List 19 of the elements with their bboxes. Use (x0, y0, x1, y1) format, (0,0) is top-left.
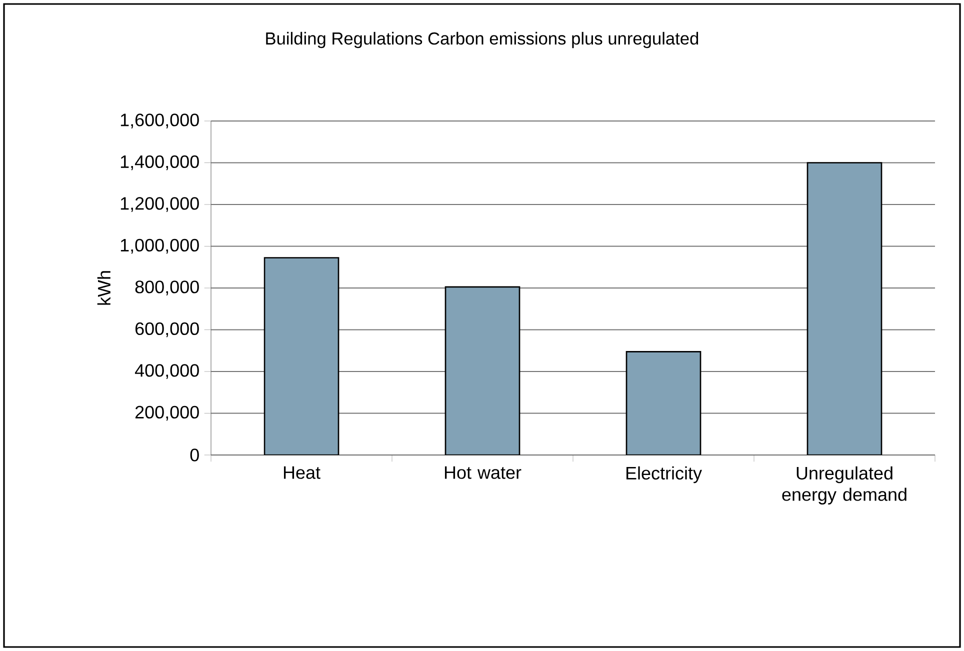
y-tick-label: 1,600,000 (120, 114, 199, 128)
y-tick-label: 800,000 (135, 280, 199, 296)
x-tick-label: Heat (284, 466, 320, 479)
y-tick-label: 1,400,000 (120, 155, 199, 170)
chart-title: Building Regulations Carbon emissions plus unregulated (266, 32, 698, 48)
bar (626, 351, 702, 455)
bar (444, 286, 520, 455)
y-tick-label: 1,000,000 (120, 238, 199, 254)
bar (264, 257, 340, 455)
y-tick-label: 0 (190, 448, 199, 462)
bar (806, 162, 882, 455)
x-tick-label: Hot water (444, 466, 522, 479)
y-tick-label: 1,200,000 (120, 197, 199, 212)
x-tick-label: Electricity (626, 466, 702, 484)
y-tick-label: 600,000 (135, 322, 199, 338)
y-axis-title: kWh (97, 271, 110, 305)
y-tick-label: 200,000 (135, 406, 199, 421)
y-tick-label: 400,000 (134, 364, 199, 379)
x-tick-label: Unregulated energy demand (782, 466, 906, 504)
